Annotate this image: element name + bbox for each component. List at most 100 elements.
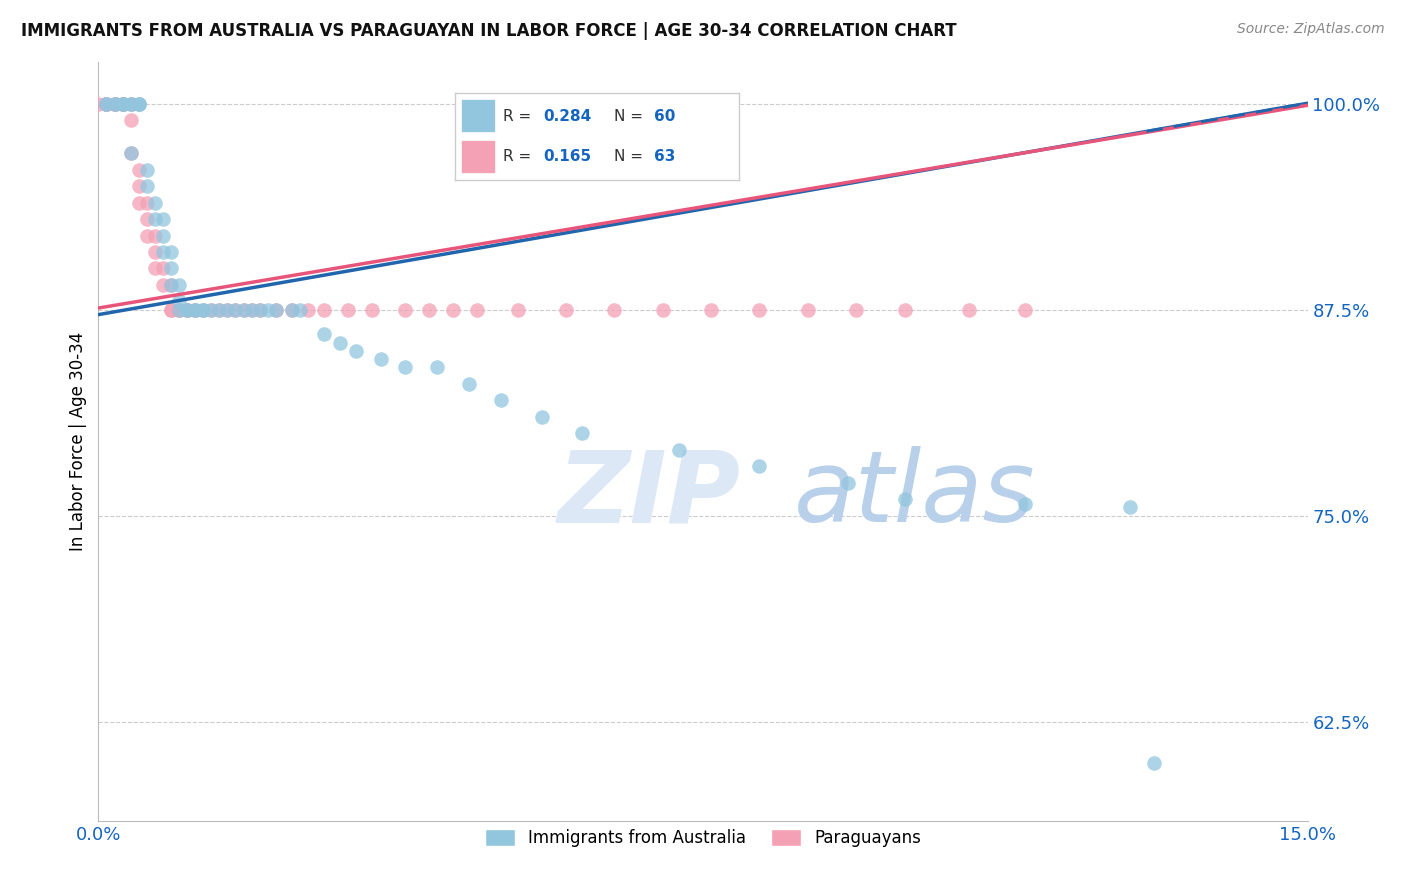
Point [1014, 302, 1036, 317]
Point [120, 96, 142, 111]
Point [232, 302, 254, 317]
Point [143, 195, 166, 210]
Point [167, 302, 190, 317]
Point [208, 302, 231, 317]
Point [96, 96, 118, 111]
Point [167, 277, 190, 292]
Point [167, 302, 190, 317]
Point [1143, 756, 1166, 770]
Point [103, 96, 125, 111]
Point [224, 302, 246, 317]
Point [184, 302, 207, 317]
Point [394, 360, 416, 375]
Point [103, 96, 125, 111]
Point [418, 302, 440, 317]
Text: Source: ZipAtlas.com: Source: ZipAtlas.com [1237, 22, 1385, 37]
Point [167, 294, 190, 309]
Point [193, 302, 215, 317]
Point [426, 360, 449, 375]
Point [200, 302, 222, 317]
Point [160, 244, 183, 259]
Point [120, 96, 142, 111]
Point [249, 302, 271, 317]
Point [281, 302, 304, 317]
Point [184, 302, 207, 317]
Point [143, 228, 166, 243]
Point [103, 96, 125, 111]
Point [845, 302, 868, 317]
Point [297, 302, 319, 317]
Point [184, 302, 207, 317]
Point [329, 335, 352, 350]
Text: atlas: atlas [793, 446, 1035, 543]
Point [361, 302, 384, 317]
Point [603, 302, 626, 317]
Point [96, 96, 118, 111]
Point [668, 442, 690, 457]
Point [143, 212, 166, 227]
Point [103, 96, 125, 111]
Point [160, 302, 183, 317]
Point [128, 195, 150, 210]
Point [530, 409, 553, 424]
Point [135, 228, 157, 243]
Point [111, 96, 134, 111]
Point [120, 146, 142, 161]
Point [193, 302, 215, 317]
Point [240, 302, 263, 317]
Point [281, 302, 304, 317]
Point [111, 96, 134, 111]
Point [143, 261, 166, 276]
Point [555, 302, 578, 317]
Point [120, 113, 142, 128]
Point [96, 96, 118, 111]
Point [96, 96, 118, 111]
Point [111, 96, 134, 111]
Point [224, 302, 246, 317]
Point [837, 475, 859, 490]
Point [167, 302, 190, 317]
Point [264, 302, 287, 317]
Point [184, 302, 207, 317]
Point [135, 212, 157, 227]
Point [957, 302, 980, 317]
Point [491, 393, 513, 408]
Point [120, 96, 142, 111]
Point [700, 302, 723, 317]
Point [152, 277, 174, 292]
Point [256, 302, 278, 317]
Point [748, 302, 770, 317]
Point [441, 302, 464, 317]
Point [128, 96, 150, 111]
Point [128, 179, 150, 194]
Text: ZIP: ZIP [558, 446, 741, 543]
Point [893, 492, 915, 507]
Text: IMMIGRANTS FROM AUSTRALIA VS PARAGUAYAN IN LABOR FORCE | AGE 30-34 CORRELATION C: IMMIGRANTS FROM AUSTRALIA VS PARAGUAYAN … [21, 22, 956, 40]
Point [111, 96, 134, 111]
Point [160, 277, 183, 292]
Point [135, 162, 157, 177]
Point [143, 244, 166, 259]
Point [1014, 497, 1036, 511]
Point [1119, 500, 1142, 515]
Point [193, 302, 215, 317]
Point [506, 302, 529, 317]
Point [135, 179, 157, 194]
Point [264, 302, 287, 317]
Point [314, 302, 336, 317]
Point [111, 96, 134, 111]
Point [87, 96, 110, 111]
Y-axis label: In Labor Force | Age 30-34: In Labor Force | Age 30-34 [69, 332, 87, 551]
Point [176, 302, 198, 317]
Point [200, 302, 222, 317]
Point [128, 96, 150, 111]
Point [128, 162, 150, 177]
Point [337, 302, 360, 317]
Point [314, 327, 336, 342]
Point [120, 146, 142, 161]
Point [394, 302, 416, 317]
Point [748, 459, 770, 474]
Point [797, 302, 820, 317]
Point [571, 426, 593, 441]
Point [96, 96, 118, 111]
